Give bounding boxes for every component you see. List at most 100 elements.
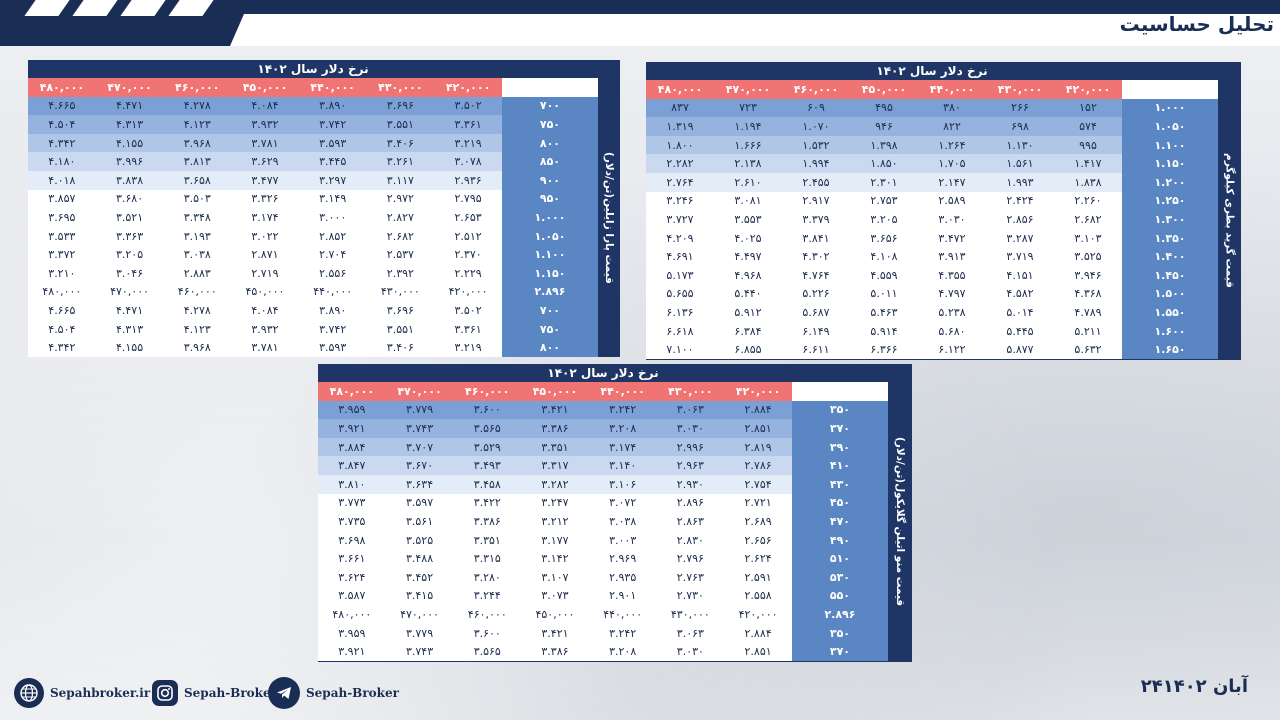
table-cell: ۳.۲۴۶ [646,191,714,211]
table-cell: ۳.۲۰۵ [850,210,918,229]
row-label: ۱.۱۵۰ [501,263,598,283]
table-cell: ۳.۰۳۰ [656,419,725,438]
table-cell: ۲.۷۹۶ [656,549,725,568]
table-row: ۳.۲۱۰ ۳.۰۴۶ ۲.۸۸۳ ۲.۷۱۹ ۲.۵۵۶ ۲.۳۹۲ ۲.۲۲۹ ۱.۱۵۰ [28,263,598,283]
table-cell: ۶.۱۲۲ [918,340,986,359]
column-header: ۴۵۰,۰۰۰ [521,382,589,401]
row-label: ۲.۸۹۶ [501,282,598,302]
table-cell: ۵.۲۲۶ [782,284,850,304]
table-cell: ۳.۲۰۸ [588,419,657,438]
table-cell: ۲.۹۶۹ [588,549,657,568]
table-cell: ۲.۲۲۹ [434,263,502,283]
table-cell: ۵.۹۱۲ [714,303,782,322]
table-cell: ۳.۶۸۰ [95,189,164,209]
table-cell: ۳.۷۷۹ [385,623,454,643]
table-cell: ۸۳۷ [646,98,714,118]
side-label: قیمت منو اتیلن گلایکول(تن/دلار) [894,437,906,607]
table-cell: ۲.۹۶۳ [656,456,725,475]
table-cell: ۳.۵۵۳ [714,210,782,229]
table-cell: ۴۶۰,۰۰۰ [163,282,232,302]
table-panel-meg: نرخ دلار سال ۱۴۰۲ ۴۸۰,۰۰۰ ۴۷۰,۰۰۰ ۴۶۰,۰۰۰ ۴… [318,364,912,662]
table-cell: ۳.۳۱۵ [453,549,522,568]
row-label: ۴۹۰ [791,530,888,550]
table-cell: ۳.۱۰۳ [1054,228,1122,248]
table-row: ۴.۳۴۲ ۴.۱۵۵ ۳.۹۶۸ ۳.۷۸۱ ۳.۵۹۳ ۳.۴۰۶ ۳.۲۱۹ ۸۰۰ [28,133,598,153]
footer-telegram[interactable]: Sepah-Broker [268,676,399,710]
table-cell: ۳.۹۳۲ [231,115,299,134]
table-cell: ۳.۵۹۳ [298,133,367,153]
table-cell: ۲.۹۳۰ [656,474,725,494]
table-cell: ۲.۱۳۸ [714,154,782,173]
table-cell: ۲.۲۶۰ [1054,191,1122,211]
table-cell: ۵.۶۸۷ [782,303,850,322]
table-cell: ۲.۸۵۶ [986,210,1054,229]
table-cell: ۲.۹۱۷ [782,191,850,211]
row-label: ۴۳۰ [791,474,888,494]
footer-instagram[interactable]: Sepah-Broker [152,676,277,710]
table-cell: ۳.۳۷۲ [28,245,96,264]
table-cell: ۴۲۰,۰۰۰ [724,605,792,624]
table-row: ۱.۳۱۹ ۱.۱۹۴ ۱.۰۷۰ ۹۴۶ ۸۲۲ ۶۹۸ ۵۷۴ ۱.۰۵۰ [646,117,1218,136]
table-cell: ۲.۵۳۷ [366,245,435,264]
row-label: ۴۱۰ [791,456,888,475]
table-cell: ۵.۹۱۴ [850,321,918,341]
footer-website[interactable]: Sepahbroker.ir [14,676,150,710]
table-cell: ۳.۸۴۱ [782,228,850,248]
table-cell: ۳.۴۱۵ [385,586,454,606]
table-cell: ۳.۰۳۸ [163,245,232,264]
table-cell: ۴.۱۰۸ [850,247,918,266]
table-cell: ۲.۷۹۵ [434,189,502,209]
table-cell: ۱.۲۶۴ [918,135,986,155]
table-cell: ۴.۷۸۹ [1054,303,1122,322]
table-row: ۳.۹۲۱ ۳.۷۴۳ ۳.۵۶۵ ۳.۳۸۶ ۳.۲۰۸ ۳.۰۳۰ ۲.۸۵۱ ۳۷۰ [318,419,888,438]
table-row: ۵.۱۷۳ ۴.۹۶۸ ۴.۷۶۴ ۴.۵۵۹ ۴.۳۵۵ ۴.۱۵۱ ۳.۹۴۶ ۱.۴۵۰ [646,265,1218,285]
table-cell: ۸۲۲ [918,117,986,136]
table-cell: ۳.۴۰۶ [366,133,435,153]
table-cell: ۳.۸۹۰ [298,301,367,320]
table-cell: ۴.۱۵۱ [986,265,1054,285]
table-cell: ۳.۴۹۳ [453,456,522,475]
table-cell: ۴.۴۹۷ [714,247,782,266]
table-cell: ۲.۷۵۴ [724,474,792,494]
table-row: ۳.۸۴۷ ۳.۶۷۰ ۳.۴۹۳ ۳.۳۱۷ ۳.۱۴۰ ۲.۹۶۳ ۲.۷۸۶ ۴۱۰ [318,456,888,475]
table-cell: ۴.۶۶۵ [28,301,96,320]
column-header: ۴۷۰,۰۰۰ [385,382,454,401]
table-cell: ۵.۰۱۱ [850,284,918,304]
table-cell: ۴۷۰,۰۰۰ [95,282,164,302]
table-cell: ۳.۵۶۵ [453,642,522,661]
table-cell: ۲.۹۳۵ [588,567,657,587]
side-label: قیمت پارا زایلین(تن/دلار) [603,151,615,284]
table-cell: ۲.۴۵۵ [782,172,850,192]
table-cell: ۳.۶۲۹ [231,152,299,171]
table-cell: ۳.۰۳۸ [588,512,657,531]
table-row: ۲.۲۸۲ ۲.۱۳۸ ۱.۹۹۴ ۱.۸۵۰ ۱.۷۰۵ ۱.۵۶۱ ۱.۴۱۷ ۱.۱۵۰ [646,154,1218,173]
table-cell: ۶.۶۱۸ [646,321,714,341]
table-cell: ۳.۸۱۰ [318,474,386,494]
table-row: ۳.۷۷۳ ۳.۵۹۷ ۳.۴۲۲ ۳.۲۴۷ ۳.۰۷۲ ۲.۸۹۶ ۲.۷۲۱ ۴۵۰ [318,493,888,513]
table-cell: ۳.۶۵۶ [850,228,918,248]
table-cell: ۳.۰۲۲ [231,226,299,246]
header-row: ۴۸۰,۰۰۰ ۴۷۰,۰۰۰ ۴۶۰,۰۰۰ ۴۵۰,۰۰۰ ۴۴۰,۰۰۰ ۴۳۰,۰… [28,78,598,97]
table-cell: ۶.۶۱۱ [782,340,850,359]
row-label: ۸۵۰ [501,152,598,171]
table-cell: ۳.۱۴۲ [521,549,589,568]
table-cell: ۲.۱۴۷ [918,172,986,192]
row-label: ۱.۶۰۰ [1122,321,1218,341]
table-cell: ۲.۶۸۲ [1054,210,1122,229]
table-cell: ۶.۳۶۶ [850,340,918,359]
table-cell: ۶.۳۸۴ [714,321,782,341]
table-cell: ۳.۹۳۲ [231,319,299,339]
table-row: ۳.۹۵۹ ۳.۷۷۹ ۳.۶۰۰ ۳.۴۲۱ ۳.۲۴۲ ۳.۰۶۳ ۲.۸۸۴ ۳۵۰ [318,400,888,420]
table-cell: ۳.۹۶۸ [163,133,232,153]
table-cell: ۳.۳۶۱ [434,319,502,339]
table-cell: ۳.۵۲۵ [1054,247,1122,266]
table-cell: ۲.۸۹۶ [656,493,725,513]
table-cell: ۲.۸۸۴ [724,400,792,420]
table-cell: ۳.۱۰۶ [588,474,657,494]
column-header: ۴۳۰,۰۰۰ [366,78,435,97]
table-cell: ۳.۵۶۵ [453,419,522,438]
table-cell: ۵.۱۷۳ [646,265,714,285]
table-cell: ۳.۶۹۵ [28,208,96,227]
table-cell: ۳.۲۱۹ [434,338,502,357]
table-cell: ۳.۰۳۰ [918,210,986,229]
